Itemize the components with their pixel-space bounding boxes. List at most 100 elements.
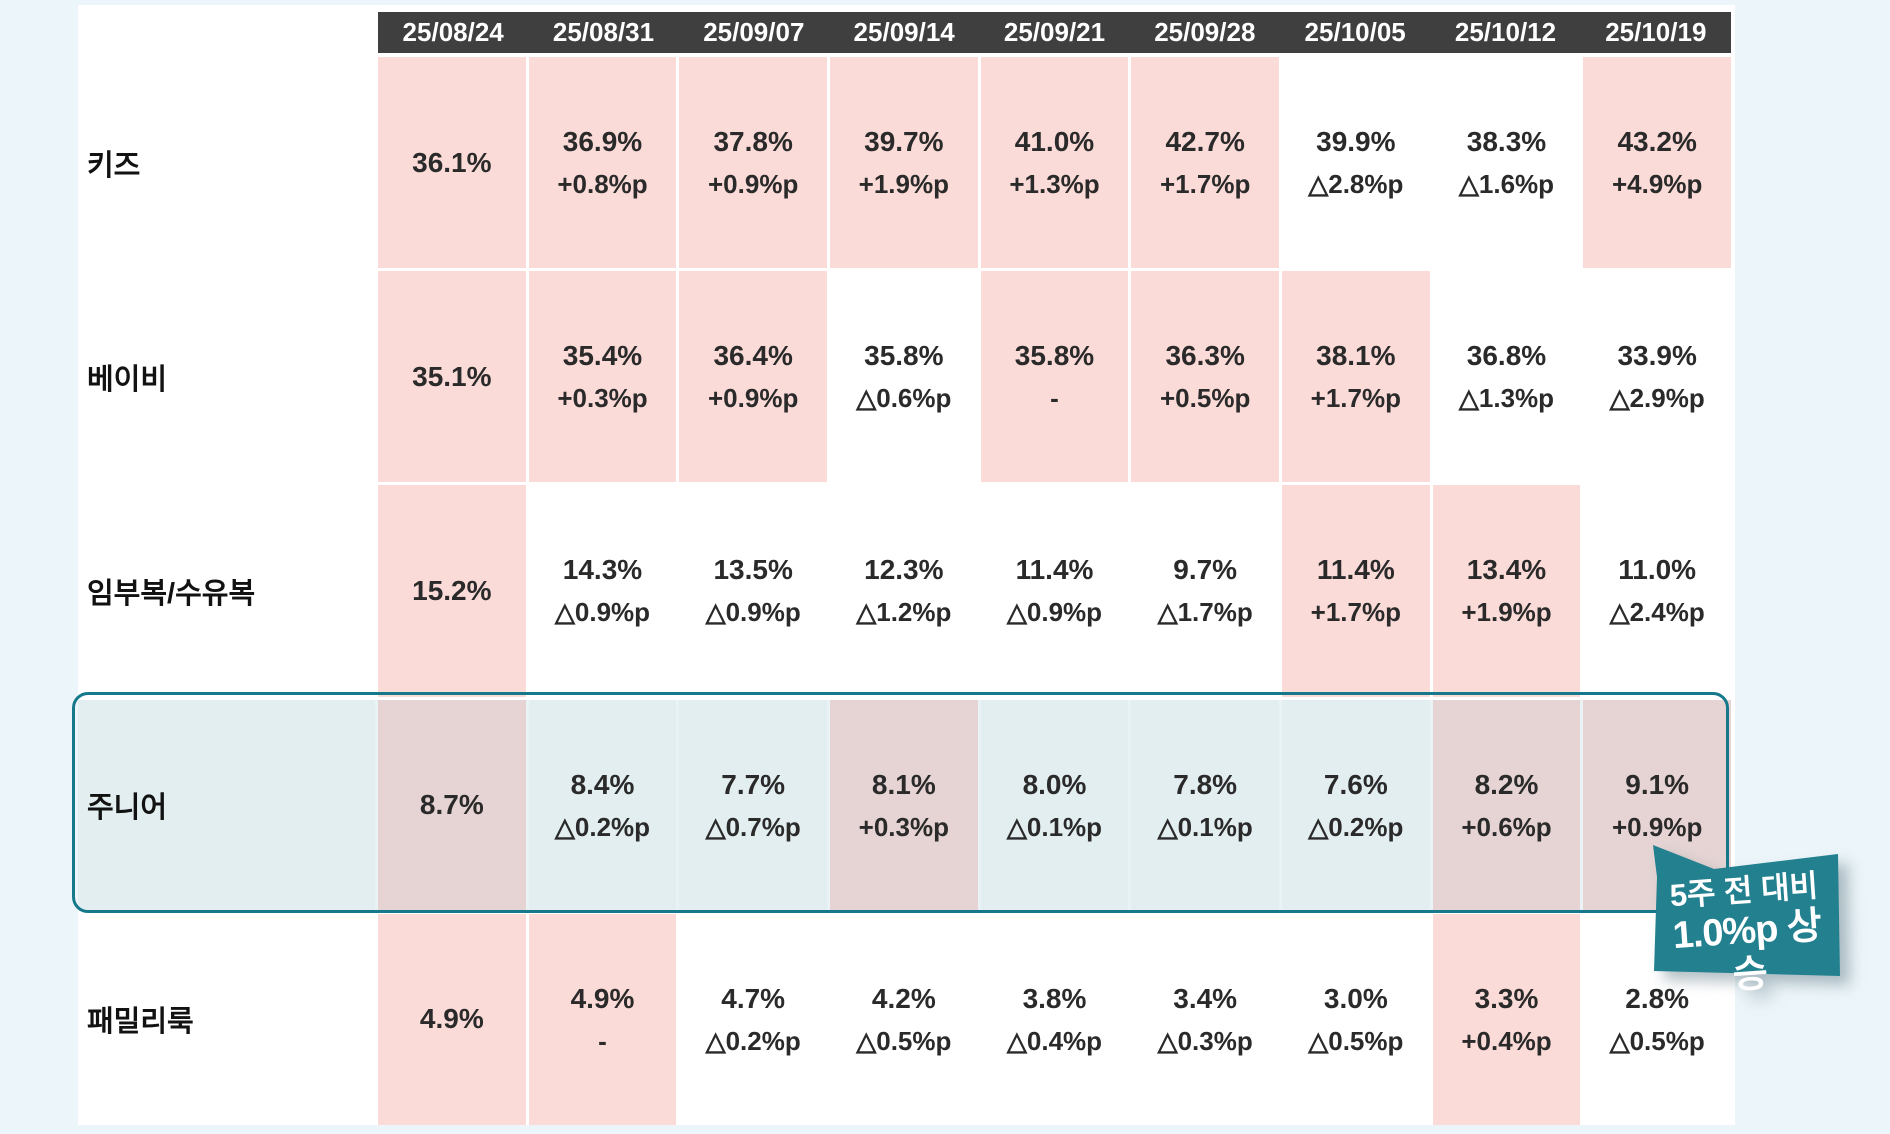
header-date: 25/10/05 bbox=[1304, 17, 1406, 47]
cell-change: +4.9%p bbox=[1612, 169, 1703, 200]
table-sheet: 25/08/24 25/08/31 25/09/07 25/09/14 25/09/21… bbox=[72, 5, 1735, 1125]
cell-change: +0.4%p bbox=[1461, 1025, 1552, 1056]
data-cell: 11.4% △0.9%p bbox=[980, 485, 1129, 697]
data-cell: 8.1% +0.3%p bbox=[830, 699, 978, 911]
cell-value: 33.9% bbox=[1617, 340, 1697, 372]
cell-value: 7.6% bbox=[1323, 768, 1388, 800]
cell-change: +0.9%p bbox=[708, 169, 799, 200]
cell-value: 4.9% bbox=[570, 982, 635, 1014]
cell-value: 13.5% bbox=[713, 554, 793, 586]
cell-change: △0.5%p bbox=[1609, 1025, 1705, 1056]
cell-value: 11.4% bbox=[1316, 554, 1395, 586]
data-cell: 9.7% △1.7%p bbox=[1131, 485, 1279, 697]
cell-change: △0.2%p bbox=[705, 1025, 801, 1056]
data-cell: 36.1% bbox=[378, 57, 526, 269]
cell-value: 3.4% bbox=[1173, 982, 1238, 1014]
cell-value: 4.7% bbox=[721, 982, 786, 1014]
data-cell: 12.3% △1.2%p bbox=[830, 485, 978, 697]
cell-change: △0.1%p bbox=[1006, 811, 1103, 842]
cell-change: △1.3%p bbox=[1458, 383, 1555, 414]
row-label: 패밀리룩 bbox=[78, 913, 375, 1125]
data-cell: 13.5% △0.9%p bbox=[679, 485, 827, 697]
callout-badge: 5주 전 대비 1.0%p 상승 bbox=[1640, 840, 1852, 997]
data-cell: 7.8% △0.1%p bbox=[1131, 699, 1279, 911]
cell-change: +0.5%p bbox=[1160, 383, 1251, 414]
cell-change: +1.3%p bbox=[1009, 169, 1100, 200]
cell-change: △0.5%p bbox=[856, 1025, 952, 1056]
cell-change: △0.9%p bbox=[1006, 597, 1103, 628]
data-cell: 11.4% +1.7%p bbox=[1282, 485, 1430, 697]
cell-value: 7.8% bbox=[1173, 768, 1238, 800]
header-date: 25/09/14 bbox=[853, 17, 955, 47]
cell-value: 36.8% bbox=[1466, 340, 1547, 372]
data-cell: 11.0% △2.4%p bbox=[1583, 485, 1731, 697]
table-row: 키즈 36.1% 36.9% +0.8%p 37.8% +0.9%p 39.7% +1.9%p… bbox=[78, 57, 1731, 269]
data-cell: 36.8% △1.3%p bbox=[1432, 271, 1581, 483]
cell-value: 3.8% bbox=[1022, 982, 1087, 1014]
cell-value: 8.2% bbox=[1474, 768, 1539, 800]
data-cell: 43.2% +4.9%p bbox=[1583, 57, 1731, 269]
cell-change: - bbox=[598, 1025, 607, 1056]
cell-value: 35.4% bbox=[562, 340, 643, 372]
cell-value: 4.9% bbox=[419, 1003, 484, 1035]
cell-value: 38.1% bbox=[1316, 340, 1396, 372]
data-cell: 39.7% +1.9%p bbox=[830, 57, 978, 269]
cell-value: 3.3% bbox=[1474, 982, 1539, 1014]
cell-value: 36.1% bbox=[412, 146, 492, 178]
cell-change: +1.9%p bbox=[1461, 597, 1552, 628]
cell-change: +0.3%p bbox=[557, 383, 648, 414]
cell-change: △0.6%p bbox=[856, 383, 952, 414]
data-cell: 3.0% △0.5%p bbox=[1282, 913, 1430, 1125]
cell-value: 4.2% bbox=[871, 982, 936, 1014]
table-row: 베이비 35.1% 35.4% +0.3%p 36.4% +0.9%p 35.8% △0.6%… bbox=[78, 271, 1731, 483]
data-cell: 36.4% +0.9%p bbox=[679, 271, 827, 483]
cell-value: 3.0% bbox=[1323, 982, 1388, 1014]
table-row: 임부복/수유복 15.2% 14.3% △0.9%p 13.5% △0.9%p 12.3% △… bbox=[78, 485, 1731, 697]
cell-value: 9.7% bbox=[1173, 554, 1238, 586]
data-cell: 41.0% +1.3%p bbox=[980, 57, 1129, 269]
data-cell: 38.3% △1.6%p bbox=[1432, 57, 1581, 269]
data-cell: 38.1% +1.7%p bbox=[1282, 271, 1430, 483]
cell-value: 35.1% bbox=[412, 360, 492, 392]
header-date: 25/08/24 bbox=[402, 17, 504, 47]
cell-change: △1.7%p bbox=[1157, 597, 1253, 628]
data-cell: 4.2% △0.5%p bbox=[830, 913, 978, 1125]
cell-change: △2.9%p bbox=[1609, 383, 1705, 414]
cell-value: 11.4% bbox=[1015, 554, 1094, 586]
cell-value: 12.3% bbox=[864, 554, 944, 586]
header-date: 25/09/21 bbox=[1003, 17, 1106, 47]
cell-change: +1.9%p bbox=[858, 169, 949, 200]
cell-change: △0.5%p bbox=[1308, 1025, 1404, 1056]
data-cell: 33.9% △2.9%p bbox=[1583, 271, 1731, 483]
data-cell: 4.9% - bbox=[528, 913, 677, 1125]
cell-change: △0.9%p bbox=[705, 597, 801, 628]
data-cell: 14.3% △0.9%p bbox=[528, 485, 677, 697]
row-label: 임부복/수유복 bbox=[78, 485, 375, 697]
cell-change: +0.9%p bbox=[1612, 811, 1703, 842]
row-label: 베이비 bbox=[78, 271, 375, 483]
header-date: 25/10/12 bbox=[1454, 17, 1557, 47]
header-date: 25/09/28 bbox=[1154, 17, 1256, 47]
cell-value: 15.2% bbox=[412, 574, 492, 606]
cell-value: 8.4% bbox=[570, 768, 635, 800]
cell-change: △0.2%p bbox=[554, 811, 651, 842]
row-label: 키즈 bbox=[78, 57, 375, 269]
cell-change: +0.8%p bbox=[557, 169, 648, 200]
data-cell: 7.7% △0.7%p bbox=[679, 699, 827, 911]
cell-value: 36.9% bbox=[562, 126, 643, 158]
cell-value: 39.7% bbox=[864, 126, 944, 158]
cell-change: +0.9%p bbox=[708, 383, 799, 414]
cell-change: △0.2%p bbox=[1308, 811, 1404, 842]
data-cell: 8.0% △0.1%p bbox=[980, 699, 1129, 911]
header-date: 25/09/07 bbox=[703, 17, 805, 47]
cell-value: 39.9% bbox=[1316, 126, 1396, 158]
callout-text: 5주 전 대비 1.0%p 상승 bbox=[1654, 866, 1840, 1003]
cell-change: △2.4%p bbox=[1609, 597, 1705, 628]
cell-value: 9.1% bbox=[1625, 768, 1690, 800]
cell-value: 13.4% bbox=[1466, 554, 1547, 586]
cell-change: +1.7%p bbox=[1310, 597, 1401, 628]
cell-value: 38.3% bbox=[1466, 126, 1547, 158]
cell-value: 7.7% bbox=[721, 768, 786, 800]
cell-change: △0.1%p bbox=[1157, 811, 1253, 842]
